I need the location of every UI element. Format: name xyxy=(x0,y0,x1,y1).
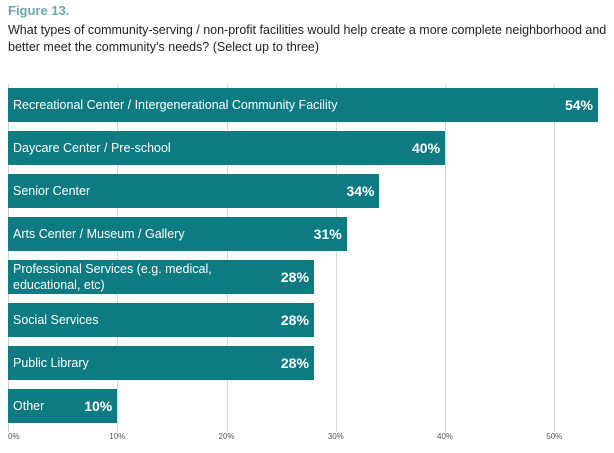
gridline xyxy=(8,84,9,432)
bar: Professional Services (e.g. medical, edu… xyxy=(8,260,314,294)
bar-category-label: Other xyxy=(13,399,45,413)
bar-value-label: 31% xyxy=(313,226,342,242)
x-tick-label: 0% xyxy=(8,432,20,441)
x-tick-label: 30% xyxy=(327,432,344,441)
bar-category-label: Senior Center xyxy=(13,184,91,198)
chart-title: What types of community-serving / non-pr… xyxy=(8,23,607,54)
bar-category-label: Public Library xyxy=(13,356,89,370)
bar-value-label: 34% xyxy=(346,183,375,199)
bar-value-label: 40% xyxy=(412,140,441,156)
bar-category-label: Professional Services (e.g. medical, edu… xyxy=(13,262,212,292)
bar: Daycare Center / Pre-school 40% xyxy=(8,131,446,165)
bar: Recreational Center / Intergenerational … xyxy=(8,88,598,122)
x-tick-label: 20% xyxy=(218,432,235,441)
bar-category-label: Recreational Center / Intergenerational … xyxy=(13,98,338,112)
bar: Arts Center / Museum / Gallery 31% xyxy=(8,217,347,251)
bar: Other 10% xyxy=(8,389,118,423)
bar-category-label: Daycare Center / Pre-school xyxy=(13,141,171,155)
gridline xyxy=(117,84,119,432)
gridline xyxy=(335,84,337,432)
bar-category-label: Social Services xyxy=(13,313,99,327)
bar-value-label: 28% xyxy=(280,269,309,285)
bar-chart: Recreational Center / Intergenerational … xyxy=(8,84,608,432)
bar-category-label: Arts Center / Museum / Gallery xyxy=(13,227,185,241)
gridline xyxy=(554,84,556,432)
bar-value-label: 28% xyxy=(280,312,309,328)
bar-value-label: 10% xyxy=(84,398,113,414)
gridline xyxy=(226,84,228,432)
x-tick-label: 10% xyxy=(109,432,126,441)
bar-value-label: 28% xyxy=(280,355,309,371)
bar: Social Services 28% xyxy=(8,303,314,337)
gridline xyxy=(445,84,447,432)
x-tick-label: 40% xyxy=(437,432,454,441)
bar: Senior Center 34% xyxy=(8,174,380,208)
figure-label: Figure 13. xyxy=(8,3,70,18)
bar: Public Library 28% xyxy=(8,346,314,380)
x-tick-label: 50% xyxy=(546,432,563,441)
bar-value-label: 54% xyxy=(564,97,593,113)
